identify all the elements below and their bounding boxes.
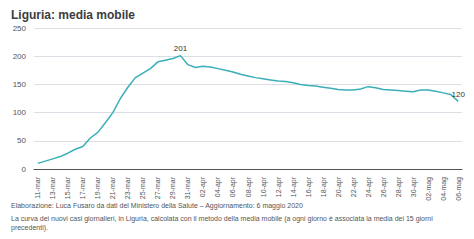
svg-text:0: 0 [22, 165, 27, 174]
svg-text:120: 120 [452, 90, 466, 99]
svg-text:02-mag: 02-mag [425, 177, 433, 201]
svg-text:22-apr: 22-apr [350, 176, 358, 197]
svg-text:11-mar: 11-mar [34, 176, 41, 198]
svg-text:31-mar: 31-mar [184, 176, 191, 199]
svg-text:06-mag: 06-mag [455, 177, 463, 201]
svg-text:Liguria: media mobile: Liguria: media mobile [11, 8, 135, 22]
svg-text:16-apr: 16-apr [305, 176, 313, 197]
svg-text:04-mag: 04-mag [440, 177, 448, 201]
svg-text:18-apr: 18-apr [320, 176, 328, 197]
svg-text:23-mar: 23-mar [124, 176, 131, 199]
svg-text:La curva dei nuovi casi giorna: La curva dei nuovi casi giornalieri, in … [11, 215, 435, 223]
svg-text:150: 150 [13, 80, 27, 89]
svg-text:14-apr: 14-apr [290, 176, 298, 197]
svg-text:10-apr: 10-apr [260, 176, 268, 197]
svg-text:06-apr: 06-apr [229, 176, 237, 197]
svg-text:20-apr: 20-apr [335, 176, 343, 197]
svg-text:250: 250 [13, 24, 27, 33]
svg-text:17-mar: 17-mar [79, 176, 86, 199]
svg-text:29-mar: 29-mar [169, 176, 176, 199]
svg-text:200: 200 [13, 52, 27, 61]
svg-text:26-apr: 26-apr [380, 176, 388, 197]
svg-text:13-mar: 13-mar [49, 176, 56, 199]
svg-text:12-apr: 12-apr [275, 176, 283, 197]
svg-text:02-apr: 02-apr [199, 176, 207, 197]
svg-text:30-apr: 30-apr [410, 176, 418, 197]
svg-text:04-apr: 04-apr [214, 176, 222, 197]
svg-text:08-apr: 08-apr [245, 176, 253, 197]
svg-text:21-mar: 21-mar [109, 176, 116, 199]
svg-text:27-mar: 27-mar [154, 176, 161, 199]
svg-text:100: 100 [13, 108, 27, 117]
svg-text:precedenti).: precedenti). [11, 224, 48, 232]
svg-text:24-apr: 24-apr [365, 176, 373, 197]
svg-text:28-apr: 28-apr [395, 176, 403, 197]
svg-text:50: 50 [17, 136, 26, 145]
svg-text:201: 201 [174, 44, 188, 53]
svg-text:25-mar: 25-mar [139, 176, 146, 199]
svg-text:Elaborazione: Luca Fusaro da d: Elaborazione: Luca Fusaro da dati del Mi… [11, 202, 303, 210]
svg-text:15-mar: 15-mar [64, 176, 71, 199]
svg-text:19-mar: 19-mar [94, 176, 101, 199]
